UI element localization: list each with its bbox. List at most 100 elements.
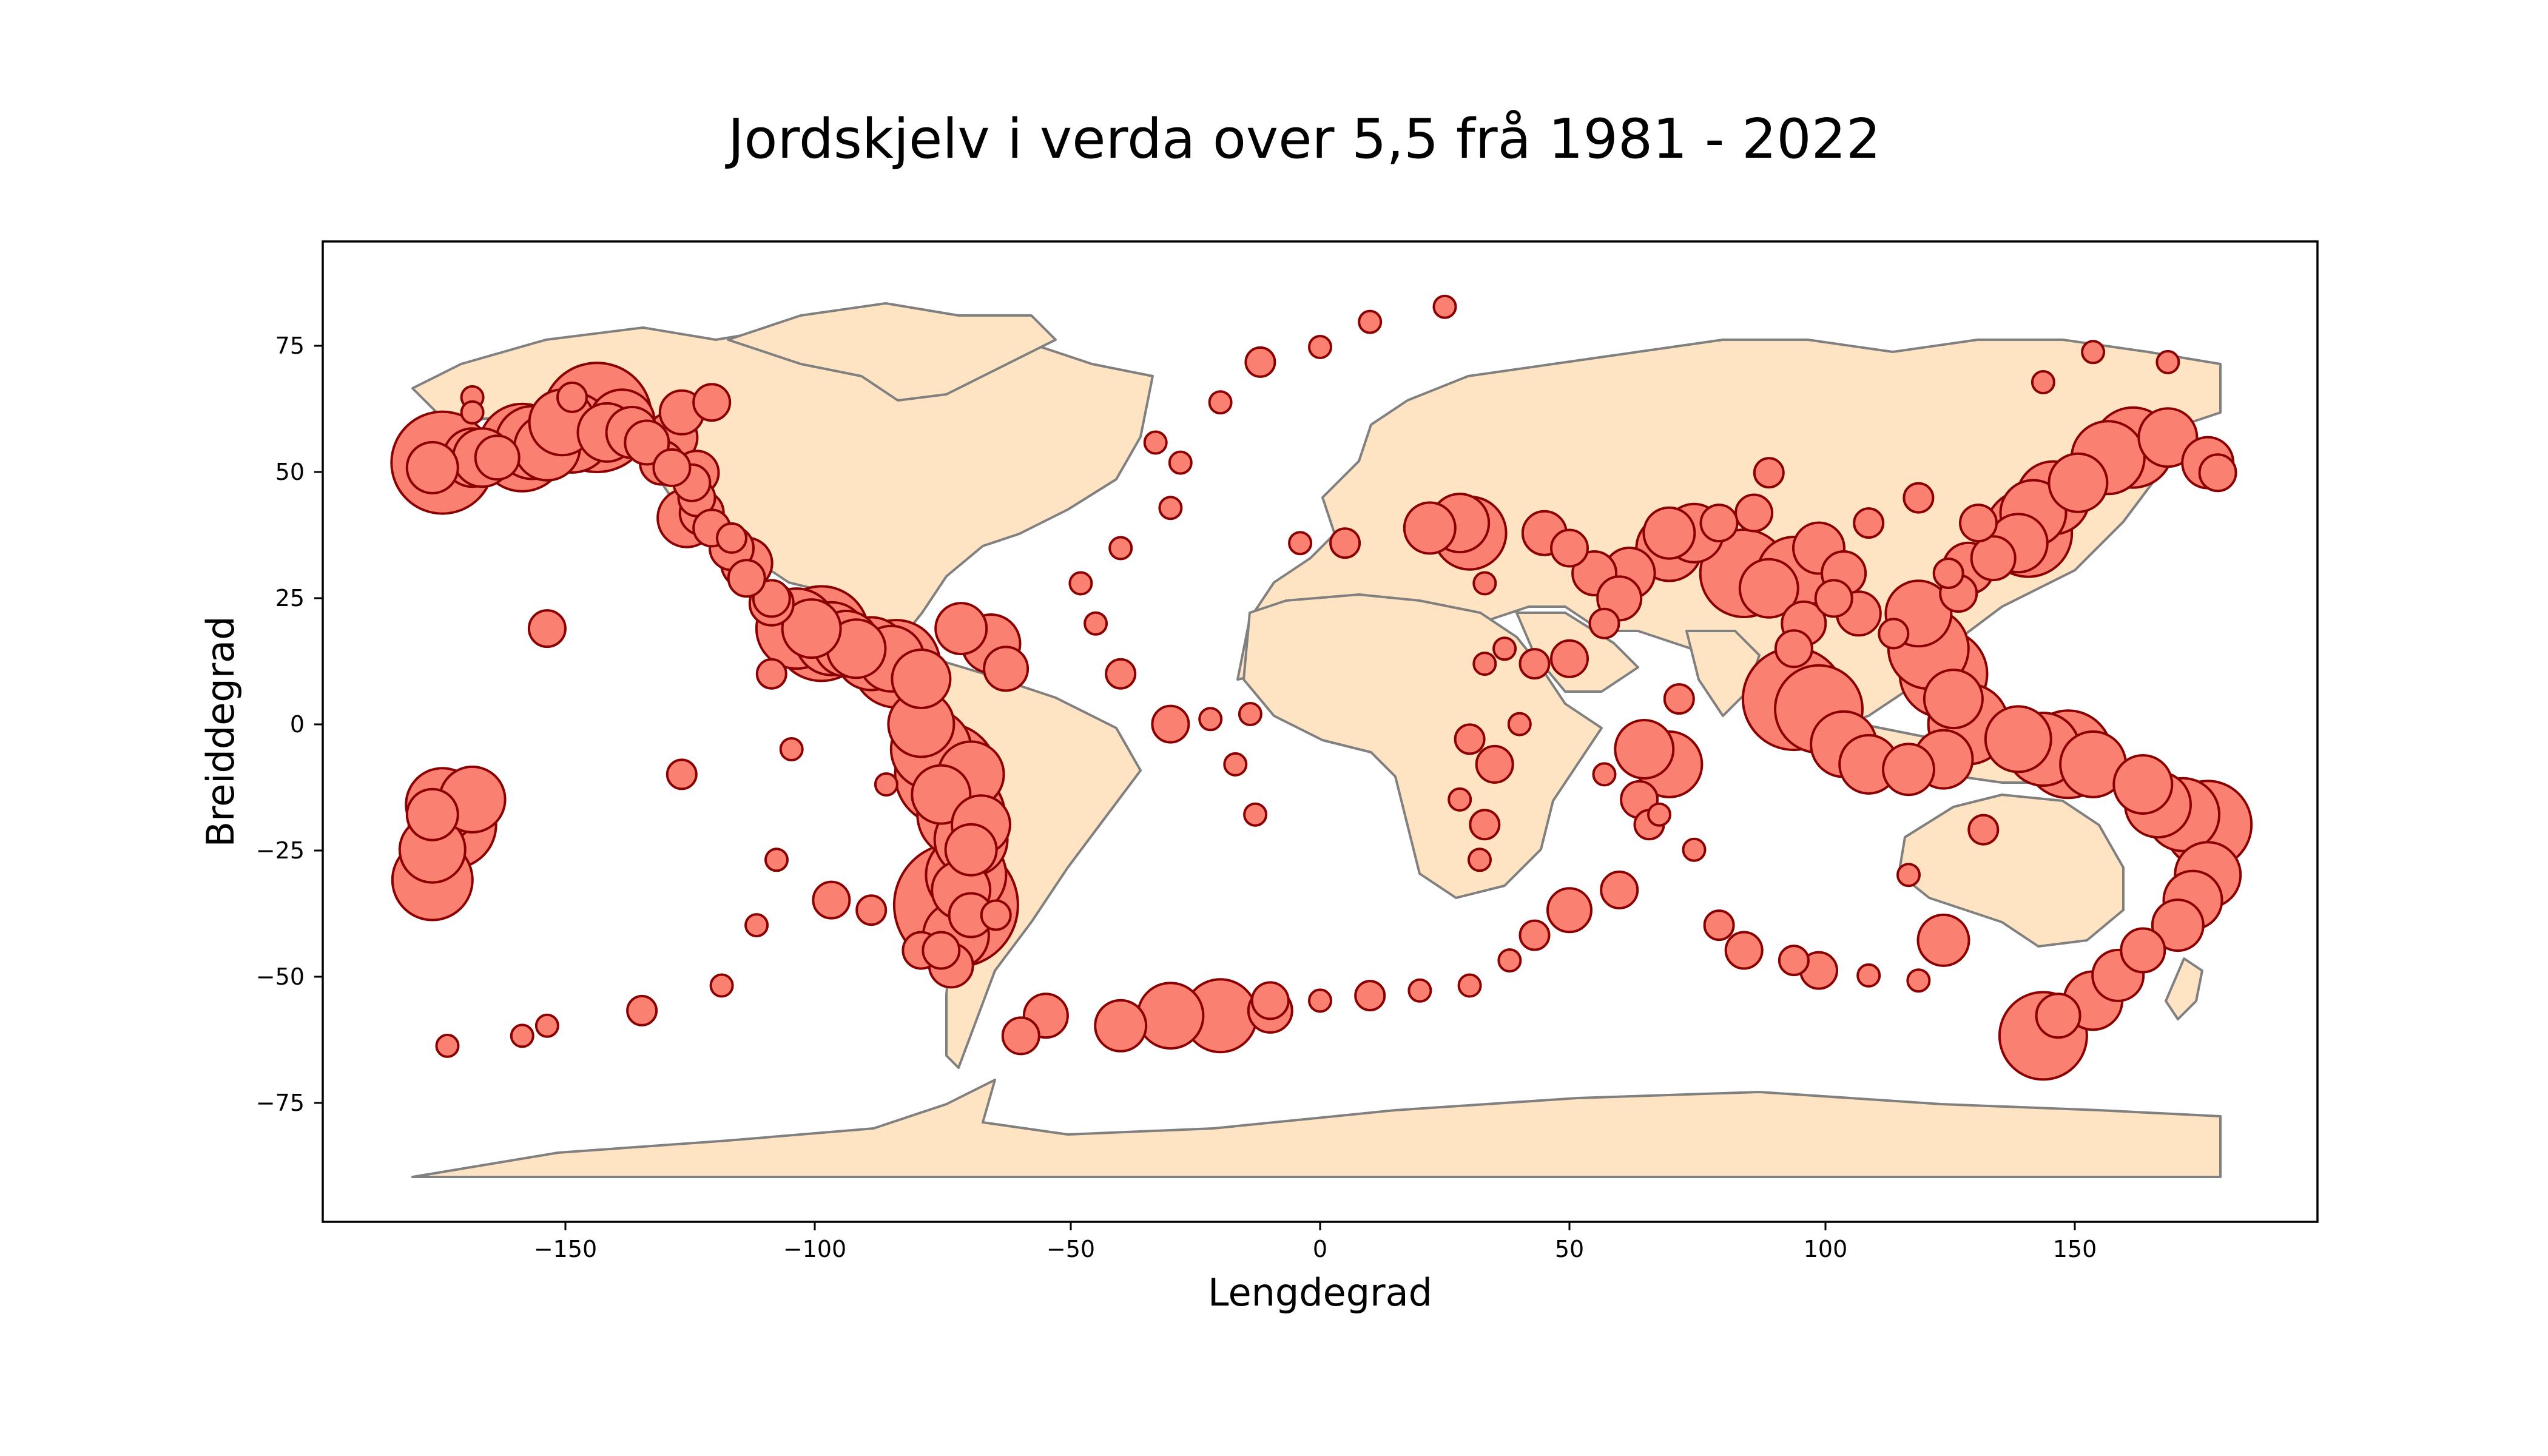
earthquake-marker [1896, 863, 1921, 888]
land-australia [1898, 794, 2125, 948]
earthquake-marker [1959, 504, 1998, 543]
y-tick-label: 75 [275, 332, 305, 359]
earthquake-marker [652, 448, 692, 487]
earthquake-marker [1094, 999, 1148, 1053]
earthquake-marker [1407, 978, 1432, 1003]
earthquake-marker [1738, 558, 1799, 619]
earthquake-marker [474, 434, 521, 481]
earthquake-marker [1454, 723, 1486, 755]
earthquake-marker [1906, 968, 1931, 993]
y-tick-label: 0 [290, 711, 305, 738]
earthquake-marker [435, 1033, 460, 1058]
earthquake-marker [1592, 762, 1617, 787]
earthquake-marker [1518, 648, 1551, 680]
x-tick-label: −150 [534, 1236, 597, 1262]
earthquake-marker [1882, 743, 1935, 797]
earthquake-marker [1984, 705, 2052, 774]
earthquake-marker [1647, 802, 1671, 827]
earthquake-marker [944, 823, 998, 877]
earthquake-marker [1469, 809, 1501, 841]
earthquake-marker [1932, 558, 1964, 589]
earthquake-marker [1354, 980, 1386, 1012]
earthquake-marker [2048, 452, 2109, 513]
earthquake-marker [624, 419, 670, 466]
earthquake-marker [2151, 898, 2205, 952]
earthquake-marker [1243, 802, 1268, 827]
earthquake-marker [692, 383, 732, 422]
earthquake-marker [744, 913, 769, 938]
earthquake-marker [2035, 993, 2081, 1039]
earthquake-marker [2031, 370, 2055, 394]
earthquake-marker [1682, 837, 1707, 862]
earthquake-markers [390, 294, 2253, 1081]
earthquake-marker [1358, 309, 1383, 334]
earthquake-marker [527, 609, 567, 649]
plot-area [322, 240, 2319, 1223]
y-tick-label: −50 [256, 963, 305, 990]
land-new-zealand [2165, 957, 2203, 1020]
x-tick-label: 0 [1313, 1236, 1327, 1262]
earthquake-marker [709, 973, 734, 998]
earthquake-marker [1916, 913, 1970, 967]
x-tick-label: 100 [1804, 1236, 1848, 1262]
earthquake-marker [1151, 704, 1190, 744]
y-tick-label: 50 [275, 459, 305, 485]
earthquake-marker [1703, 909, 1735, 942]
y-axis-label: Breiddegrad [198, 616, 243, 847]
earthquake-marker [1724, 931, 1764, 970]
earthquake-marker [1143, 430, 1168, 455]
earthquake-marker [1329, 527, 1361, 559]
earthquake-marker [922, 931, 961, 970]
y-tick-label: −25 [256, 837, 305, 864]
earthquake-marker [1403, 501, 1457, 555]
earthquake-marker [534, 1013, 559, 1038]
earthquake-marker [1468, 848, 1492, 872]
x-tick-label: 50 [1555, 1236, 1584, 1262]
earthquake-marker [934, 602, 988, 656]
earthquake-marker [1198, 707, 1223, 732]
earthquake-marker [1642, 506, 1696, 560]
earthquake-marker [1432, 294, 1457, 319]
earthquake-marker [1588, 607, 1620, 639]
earthquake-marker [1970, 535, 2017, 582]
earthquake-marker [1250, 981, 1290, 1020]
earthquake-marker [1967, 814, 2000, 846]
land-africa [1242, 593, 1603, 899]
earthquake-marker [1853, 507, 1885, 539]
earthquake-marker [1168, 450, 1193, 475]
earthquake-marker [1778, 945, 1810, 977]
x-axis-label: Lengdegrad [1208, 1270, 1432, 1315]
x-tick-label: −100 [783, 1236, 846, 1262]
earthquake-marker [405, 440, 459, 494]
earthquake-marker [1814, 579, 1853, 618]
earthquake-marker [1878, 618, 1910, 650]
earthquake-marker [1238, 702, 1262, 726]
earthquake-marker [2112, 754, 2174, 815]
earthquake-marker [1492, 636, 1517, 661]
earthquake-marker [812, 880, 851, 920]
earthquake-marker [2081, 340, 2106, 365]
earthquake-marker [1550, 528, 1589, 568]
x-tick-label: 150 [2053, 1236, 2097, 1262]
earthquake-marker [855, 894, 888, 926]
earthquake-marker [764, 848, 789, 872]
earthquake-marker [626, 994, 658, 1026]
land-greenland [727, 302, 1057, 402]
earthquake-marker [1546, 887, 1592, 934]
earthquake-marker [1550, 639, 1589, 678]
earthquake-marker [1774, 629, 1813, 669]
earthquake-marker [1663, 683, 1695, 715]
earthquake-marker [1518, 919, 1551, 951]
earthquake-marker [1288, 531, 1313, 556]
earthquake-marker [556, 381, 588, 413]
earthquake-marker [1734, 493, 1774, 533]
earthquake-marker [2120, 927, 2166, 974]
earthquake-marker [1475, 744, 1514, 784]
earthquake-marker [1507, 712, 1532, 736]
earthquake-marker [1699, 504, 1739, 543]
earthquake-marker [1448, 787, 1472, 812]
earthquake-marker [1208, 390, 1233, 415]
earthquake-marker [755, 658, 787, 690]
earthquake-marker [2137, 407, 2199, 468]
